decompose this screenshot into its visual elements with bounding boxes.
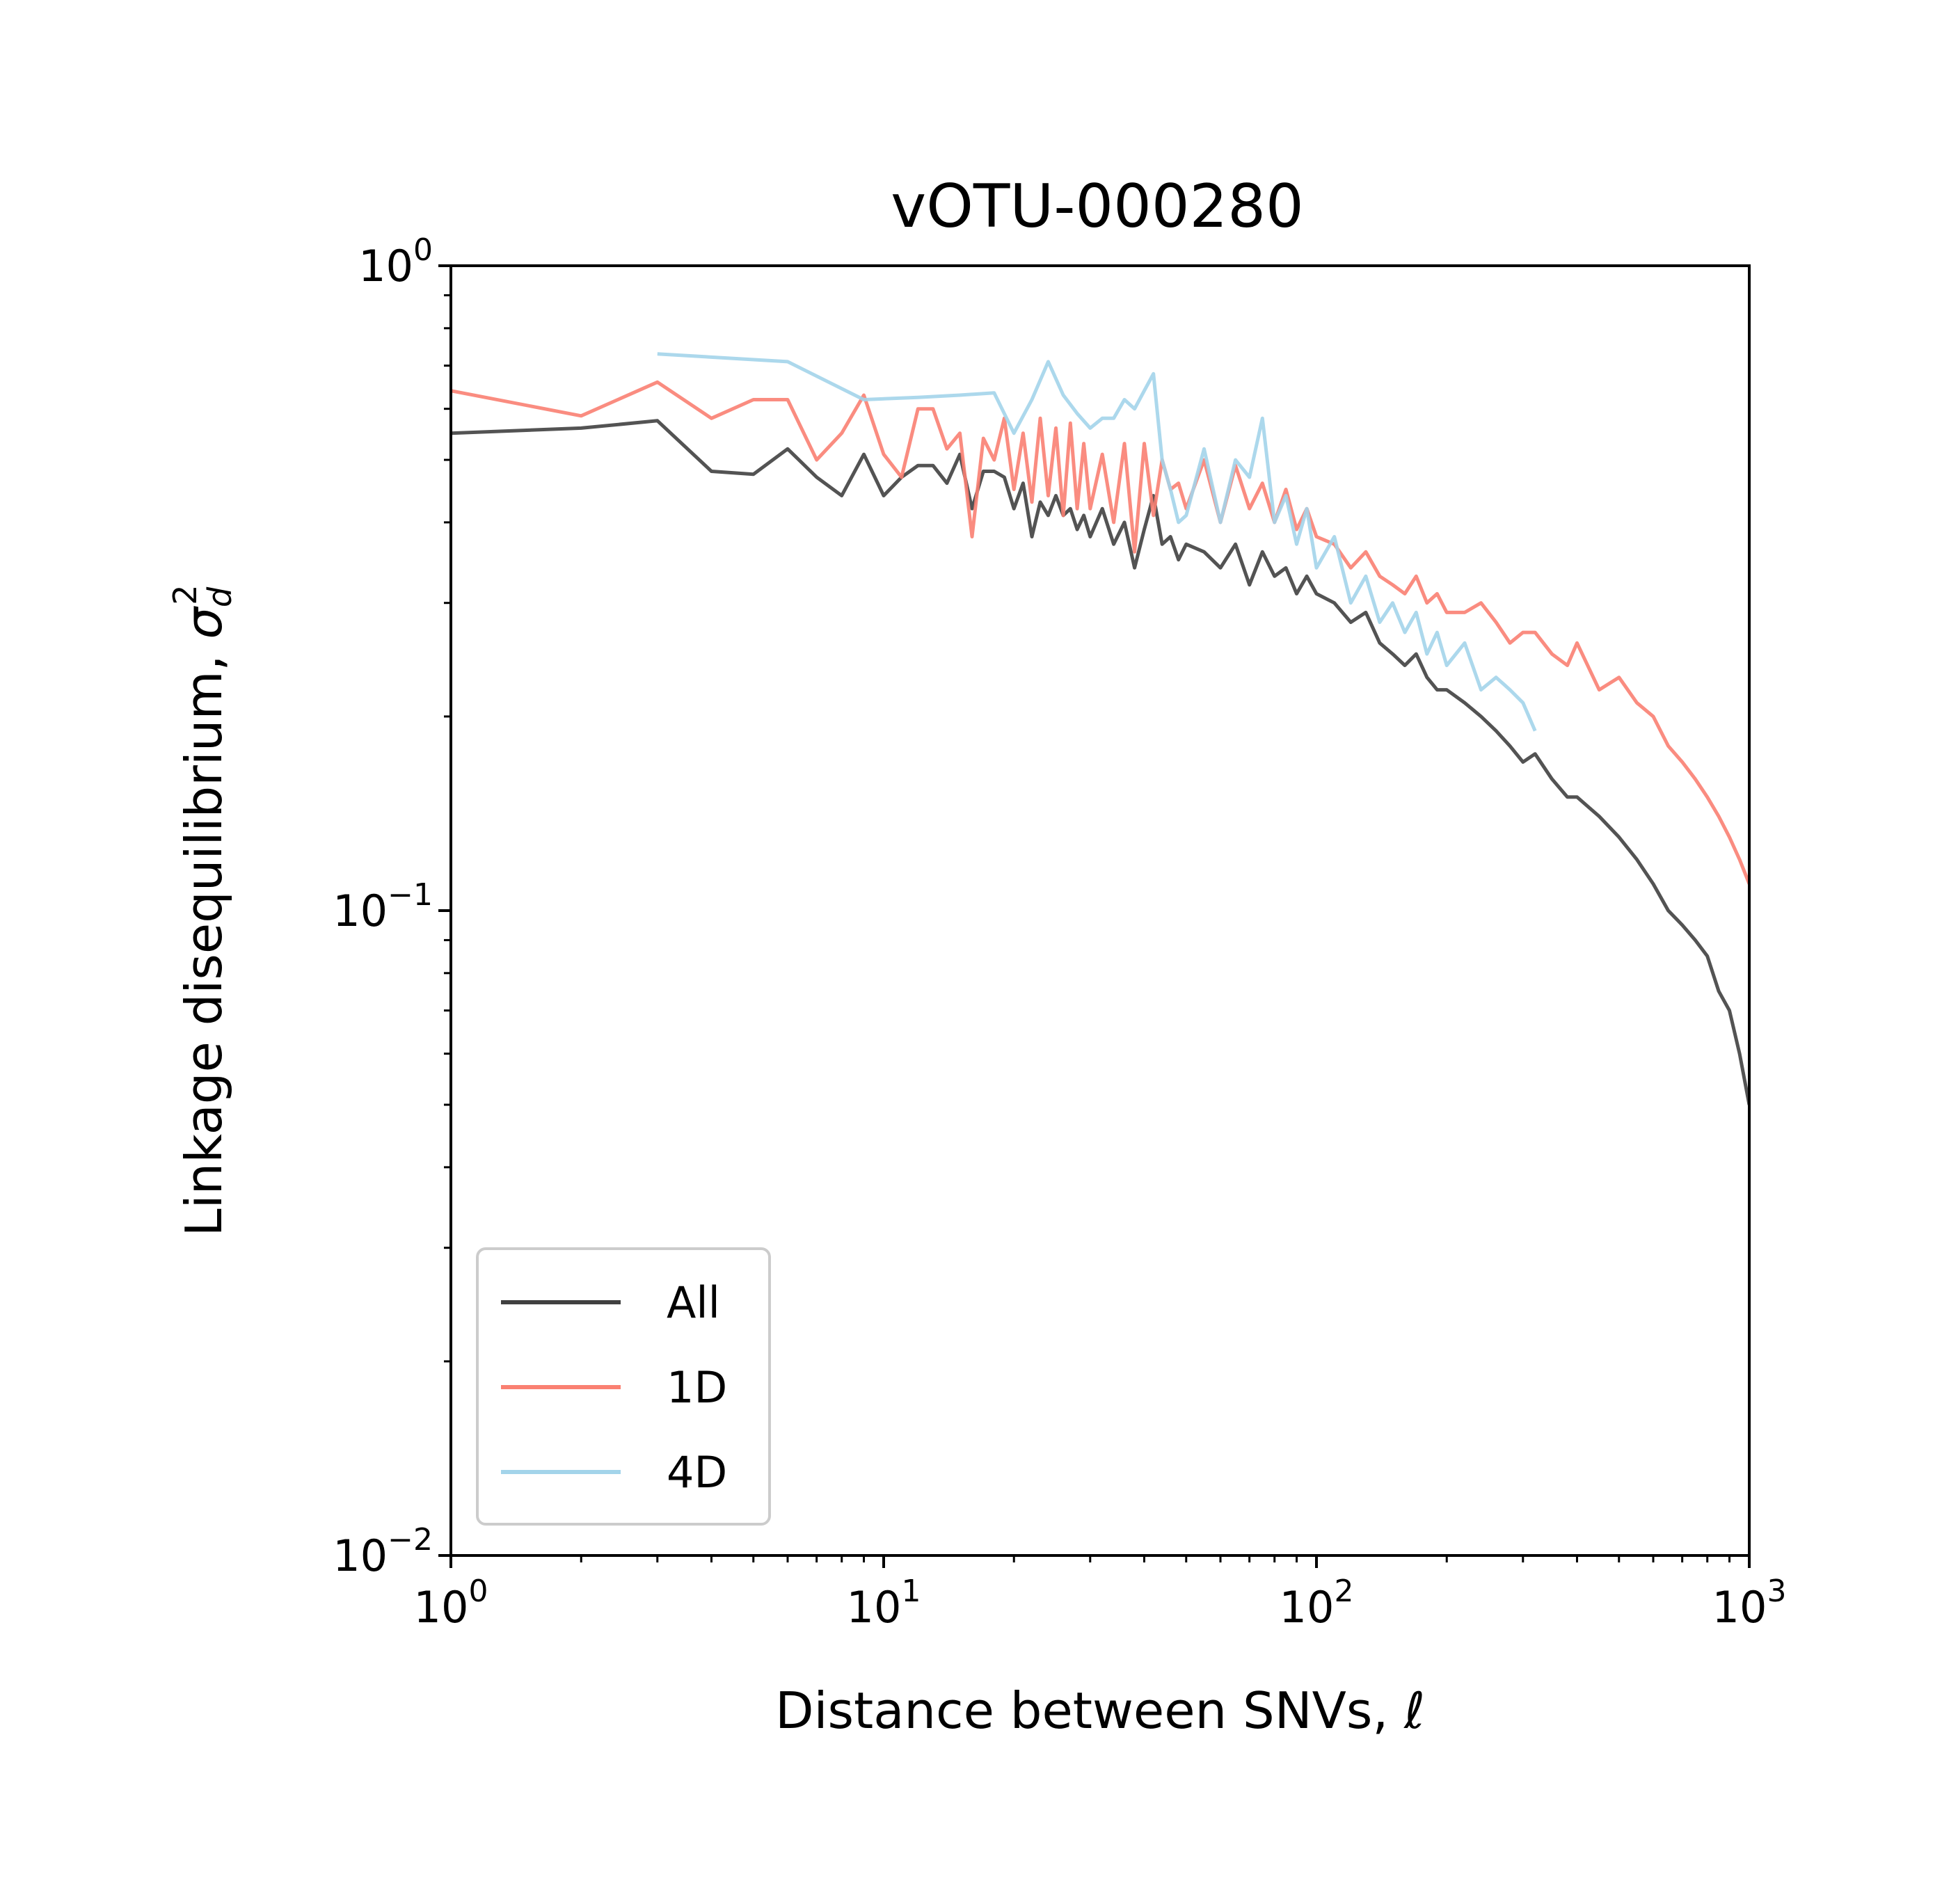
legend-box bbox=[476, 1247, 771, 1526]
legend-label-1d: 1D bbox=[667, 1362, 727, 1413]
y-axis: 100 10−1 10−2 bbox=[333, 232, 451, 1581]
series-line-all bbox=[451, 419, 1749, 1105]
x-tick-label: 102 bbox=[1280, 1574, 1354, 1633]
legend-label-4d: 4D bbox=[667, 1447, 727, 1498]
series-layer bbox=[451, 352, 1749, 1105]
x-tick-label: 101 bbox=[847, 1574, 921, 1633]
y-tick-label: 10−2 bbox=[333, 1522, 433, 1581]
plot-area bbox=[451, 352, 1749, 1105]
legend: All 1D 4D bbox=[476, 1247, 771, 1526]
series-line-1d bbox=[451, 380, 1749, 885]
chart-title: vOTU-000280 bbox=[891, 172, 1303, 241]
y-tick-label: 100 bbox=[358, 232, 433, 291]
x-tick-label: 100 bbox=[414, 1574, 488, 1633]
x-axis: 100 101 102 103 bbox=[414, 1555, 1787, 1633]
y-tick-label: 10−1 bbox=[333, 877, 433, 936]
y-axis-label-symbol: σ bbox=[175, 606, 233, 639]
y-axis-label-text: Linkage disequilibrium, bbox=[175, 639, 233, 1237]
x-tick-label: 103 bbox=[1712, 1574, 1787, 1633]
legend-label-all: All bbox=[667, 1277, 720, 1328]
y-axis-label-subscript: d bbox=[201, 586, 239, 607]
series-line-4d bbox=[657, 352, 1537, 732]
y-axis-label-superscript: 2 bbox=[166, 584, 204, 605]
x-axis-label: Distance between SNVs, ℓ bbox=[775, 1681, 1425, 1740]
y-axis-label: Linkage disequilibrium, σd2 bbox=[166, 584, 239, 1236]
